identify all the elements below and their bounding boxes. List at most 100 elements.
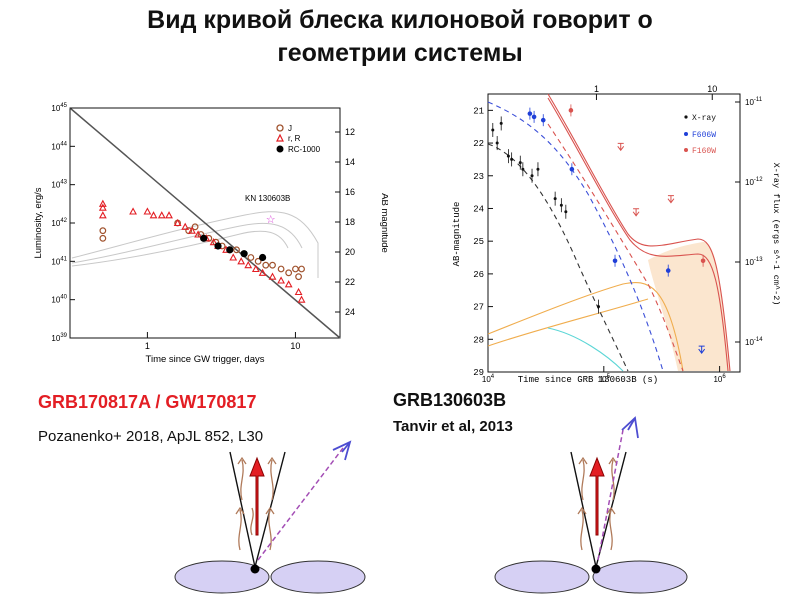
left-ytick-label: 1041	[51, 256, 67, 266]
data-point-rc1000	[214, 242, 222, 250]
data-point-rc1000	[258, 253, 267, 262]
left-xtick-label: 10	[290, 341, 300, 351]
f160w-model-lower	[547, 97, 729, 372]
data-point-f160w	[700, 258, 706, 264]
left-ytick-right-label: 24	[345, 307, 355, 317]
right-xtick-top-label: 10	[707, 84, 717, 94]
data-point-xray	[521, 167, 525, 171]
legend-label-r: r, R	[288, 134, 301, 143]
data-point-r	[165, 211, 173, 219]
data-point-j	[298, 265, 305, 273]
slide-title: Вид кривой блеска килоновой говорит о ге…	[40, 4, 760, 70]
left-ytick-right-label: 20	[345, 247, 355, 257]
left-jet-cone-right	[254, 451, 286, 568]
right-ytick-label: 21	[473, 106, 484, 116]
data-point-xray	[495, 141, 499, 145]
data-point-xray	[506, 154, 510, 158]
right-ylabel: AB-magnitude	[452, 202, 462, 267]
model-curve-1	[71, 211, 319, 278]
legend-marker-r	[276, 133, 284, 142]
data-point-r	[143, 207, 152, 215]
left-ytick-right-label: 22	[345, 277, 355, 287]
right-jet-arrow	[589, 456, 605, 536]
data-point-r	[209, 238, 218, 246]
legend-marker-f606w	[684, 132, 688, 136]
legend-label-j: J	[288, 124, 292, 133]
kilonova-model-orange	[487, 281, 684, 372]
model-curve-2	[71, 222, 303, 264]
data-point-xray	[499, 121, 503, 125]
f160w-model-upper	[547, 93, 731, 372]
data-point-f606w	[531, 114, 537, 120]
left-ytick-right-label: 16	[345, 187, 355, 197]
left-observer-icon	[332, 440, 352, 461]
right-chart: 21 22 23 24 25 26 27 28 29 10-11 10-12 10-13 10-14 10…	[448, 84, 781, 385]
data-point-r	[258, 268, 267, 276]
right-xtick-label: 104	[482, 374, 495, 384]
left-chart: 1039 1040 1041 1042 1043 1044 1045 12 14 16 18 20 22…	[30, 98, 390, 370]
data-point-xray	[559, 203, 563, 207]
data-point-r	[237, 257, 246, 265]
data-point-r	[251, 264, 260, 273]
data-point-xray	[491, 128, 495, 132]
left-ytick-label: 1045	[51, 103, 67, 113]
right-disk-lobe-left	[494, 560, 590, 594]
data-point-j	[99, 234, 107, 242]
left-ytick-label: 1040	[51, 295, 67, 305]
left-ytick-label: 1039	[51, 333, 67, 343]
right-reference: Tanvir et al, 2013	[393, 418, 513, 435]
data-point-r	[294, 287, 303, 296]
data-point-r	[149, 211, 158, 219]
right-xtick-top-label: 1	[594, 84, 599, 94]
data-point-r	[188, 226, 196, 234]
data-point-kn130603b: ☆	[266, 214, 276, 226]
data-point-xray	[510, 157, 514, 161]
data-point-f606w	[612, 258, 618, 264]
right-ytick-label: 29	[473, 368, 484, 378]
right-ytick-label: 23	[473, 172, 484, 182]
data-point-r	[268, 272, 277, 280]
afterglow-model-cyan	[547, 327, 624, 372]
legend-label-f160w: F160W	[692, 147, 716, 156]
left-chart-svg: 1039 1040 1041 1042 1043 1044 1045 12 14 16 18 20 22…	[33, 103, 390, 365]
right-ytick-label: 22	[473, 139, 484, 149]
left-ytick-label: 1042	[51, 218, 67, 228]
data-point-r	[173, 218, 182, 227]
data-point-r	[98, 203, 107, 211]
right-disk-lobe-right	[592, 560, 688, 594]
data-point-j	[262, 261, 270, 269]
right-ytick-right-label: 10-12	[745, 177, 763, 187]
left-merger-remnant	[250, 564, 260, 574]
right-ytick-label: 28	[473, 335, 484, 345]
left-wind-arrows	[235, 456, 277, 551]
data-point-rc1000	[240, 250, 248, 258]
data-point-r	[244, 261, 253, 269]
right-ytick-label: 25	[473, 237, 484, 247]
data-point-rc1000	[226, 246, 234, 254]
data-point-j	[285, 269, 293, 277]
legend-label-rc1000: RC-1000	[288, 145, 321, 154]
data-point-j	[99, 227, 107, 235]
data-point-f160w	[568, 108, 574, 113]
right-merger-remnant	[591, 564, 601, 574]
left-legend: J r, R RC-1000	[276, 124, 321, 154]
right-ytick-right-label: 10-13	[745, 257, 763, 267]
right-ytick-right-label: 10-14	[745, 337, 763, 347]
data-point-j	[191, 223, 199, 231]
left-jet-arrow	[249, 456, 265, 536]
kn-annotation: KN 130603B	[245, 194, 290, 203]
data-point-r	[297, 295, 306, 303]
right-ytick-label: 26	[473, 270, 484, 280]
data-point-f160w-upper-limit	[617, 142, 625, 152]
data-point-r	[277, 276, 286, 284]
data-point-j	[269, 261, 276, 269]
legend-label-xray: X-ray	[692, 114, 716, 123]
legend-label-f606w: F606W	[692, 131, 716, 140]
model-curve-3	[71, 230, 289, 267]
data-point-xray	[597, 305, 601, 309]
power-law-line	[69, 107, 341, 339]
left-ytick-right-label: 14	[345, 157, 355, 167]
data-point-r	[194, 230, 203, 238]
left-reference: Pozanenko+ 2018, ApJL 852, L30	[38, 428, 264, 445]
data-point-r	[229, 253, 238, 261]
